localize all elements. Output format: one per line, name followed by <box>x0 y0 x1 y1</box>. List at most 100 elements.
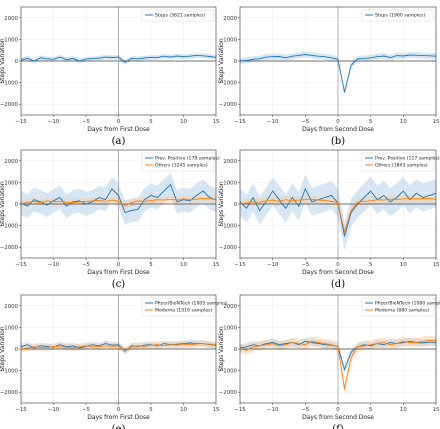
x-axis-label: Days from First Dose <box>87 126 150 133</box>
x-tick-label: −10 <box>267 119 279 125</box>
legend-entry: Others (3245 samples) <box>155 163 208 169</box>
y-tick-label: 2000 <box>223 304 237 310</box>
x-axis-label: Days from First Dose <box>87 269 150 276</box>
x-tick-label: −15 <box>15 262 26 268</box>
y-tick-label: 2000 <box>4 304 18 310</box>
x-tick-label: −5 <box>301 262 309 268</box>
x-tick-label: −15 <box>15 407 26 413</box>
y-tick-label: 1000 <box>223 37 237 43</box>
panel-caption: (d) <box>331 279 345 290</box>
series-line <box>239 54 437 93</box>
x-tick-label: −10 <box>267 407 279 413</box>
y-tick-label: −1000 <box>0 81 19 87</box>
legend-entry: Moderna (1516 samples) <box>155 308 213 314</box>
y-tick-label: −2000 <box>219 390 238 396</box>
x-tick-label: 10 <box>400 119 407 125</box>
x-tick-label: 15 <box>213 407 220 413</box>
legend-entry: Steps (1960 samples) <box>375 13 425 19</box>
x-tick-label: 0 <box>336 262 340 268</box>
series-line <box>20 197 217 207</box>
x-tick-label: 0 <box>117 407 121 413</box>
y-tick-label: −1000 <box>219 224 238 230</box>
legend-entry: Pfizer/BioNTech (1080 samples) <box>375 301 440 307</box>
x-tick-label: −10 <box>48 262 60 268</box>
chart-panel-a: −15 −10 −5 0 5 10 15 −2000 −1000 0 1000 2000 Days fr… <box>0 6 219 147</box>
y-tick-label: 1000 <box>4 37 18 43</box>
legend-entry: Steps (3621 samples) <box>155 13 205 19</box>
chart-panel-e: −15 −10 −5 0 5 10 15 −2000 −1000 0 1000 2000 Days fr… <box>0 294 228 429</box>
panel-caption: (a) <box>112 136 126 147</box>
y-tick-label: 1000 <box>4 325 18 331</box>
x-tick-label: 15 <box>433 262 440 268</box>
series-line <box>20 54 217 63</box>
x-tick-label: −10 <box>48 407 60 413</box>
x-tick-label: −5 <box>82 262 90 268</box>
legend-entry: Moderna (880 samples) <box>375 308 430 314</box>
x-tick-label: 10 <box>180 262 187 268</box>
x-tick-label: −5 <box>82 407 90 413</box>
legend-box <box>361 9 435 22</box>
x-tick-label: 5 <box>149 262 152 268</box>
x-tick-label: 5 <box>149 407 152 413</box>
series-line <box>20 342 217 352</box>
chart-panel-d: −15 −10 −5 0 5 10 15 −2000 −1000 0 1000 2000 Days fr… <box>218 149 440 290</box>
x-tick-label: −5 <box>82 119 90 125</box>
y-tick-label: 1000 <box>4 180 18 186</box>
x-tick-label: 10 <box>180 119 187 125</box>
legend-box <box>361 152 435 172</box>
legend-box <box>361 297 435 317</box>
y-tick-label: 1000 <box>223 180 237 186</box>
x-axis-label: Days from Second Dose <box>302 414 374 421</box>
y-tick-label: 0 <box>15 59 19 65</box>
x-tick-label: 0 <box>336 407 340 413</box>
y-axis-label: Steps Variation <box>218 38 225 84</box>
y-tick-label: 0 <box>15 347 19 353</box>
y-tick-label: 1000 <box>223 325 237 331</box>
x-tick-label: 5 <box>369 119 372 125</box>
y-tick-label: 2000 <box>4 159 18 165</box>
x-tick-label: 0 <box>336 119 340 125</box>
x-tick-label: 15 <box>433 119 440 125</box>
legend-box <box>141 152 215 172</box>
x-tick-label: 10 <box>400 407 407 413</box>
legend-box <box>141 9 215 22</box>
y-axis-label: Steps Variation <box>218 326 225 372</box>
chart-panel-b: −15 −10 −5 0 5 10 15 −2000 −1000 0 1000 2000 Days fr… <box>218 6 440 147</box>
series-line <box>20 343 217 351</box>
y-tick-label: −1000 <box>0 224 19 230</box>
y-tick-label: 2000 <box>4 16 18 22</box>
y-tick-label: −1000 <box>219 369 238 375</box>
legend-entry: Others (1843 samples) <box>375 163 428 169</box>
legend-entry: Prev. Positive (178 samples) <box>155 156 220 162</box>
series-line <box>239 197 437 234</box>
y-tick-label: −2000 <box>0 245 19 251</box>
x-tick-label: −15 <box>15 119 26 125</box>
y-tick-label: −2000 <box>219 245 238 251</box>
x-tick-label: −15 <box>234 262 245 268</box>
y-tick-label: −1000 <box>0 369 19 375</box>
x-tick-label: 15 <box>213 262 220 268</box>
x-tick-label: −5 <box>301 407 309 413</box>
x-tick-label: 5 <box>149 119 152 125</box>
x-tick-label: −10 <box>48 119 60 125</box>
y-axis-label: Steps Variation <box>0 326 6 372</box>
y-tick-label: 0 <box>234 347 238 353</box>
legend-box <box>141 297 215 317</box>
x-axis-label: Days from Second Dose <box>302 269 374 276</box>
y-tick-label: 0 <box>15 202 19 208</box>
chart-panel-f: −15 −10 −5 0 5 10 15 −2000 −1000 0 1000 2000 Days fr… <box>218 294 440 429</box>
y-axis-label: Steps Variation <box>0 38 6 84</box>
x-tick-label: 0 <box>117 262 121 268</box>
y-axis-label: Steps Variation <box>0 181 6 227</box>
y-tick-label: −2000 <box>0 102 19 108</box>
x-tick-label: −15 <box>234 407 245 413</box>
x-tick-label: −5 <box>301 119 309 125</box>
panel-caption: (e) <box>112 424 126 429</box>
x-axis-label: Days from First Dose <box>87 414 150 421</box>
y-tick-label: 2000 <box>223 16 237 22</box>
y-tick-label: −2000 <box>0 390 19 396</box>
x-tick-label: 0 <box>117 119 121 125</box>
x-tick-label: 10 <box>180 407 187 413</box>
y-axis-label: Steps Variation <box>218 181 225 227</box>
